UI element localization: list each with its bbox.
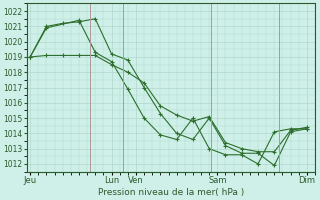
X-axis label: Pression niveau de la mer( hPa ): Pression niveau de la mer( hPa ) xyxy=(98,188,244,197)
